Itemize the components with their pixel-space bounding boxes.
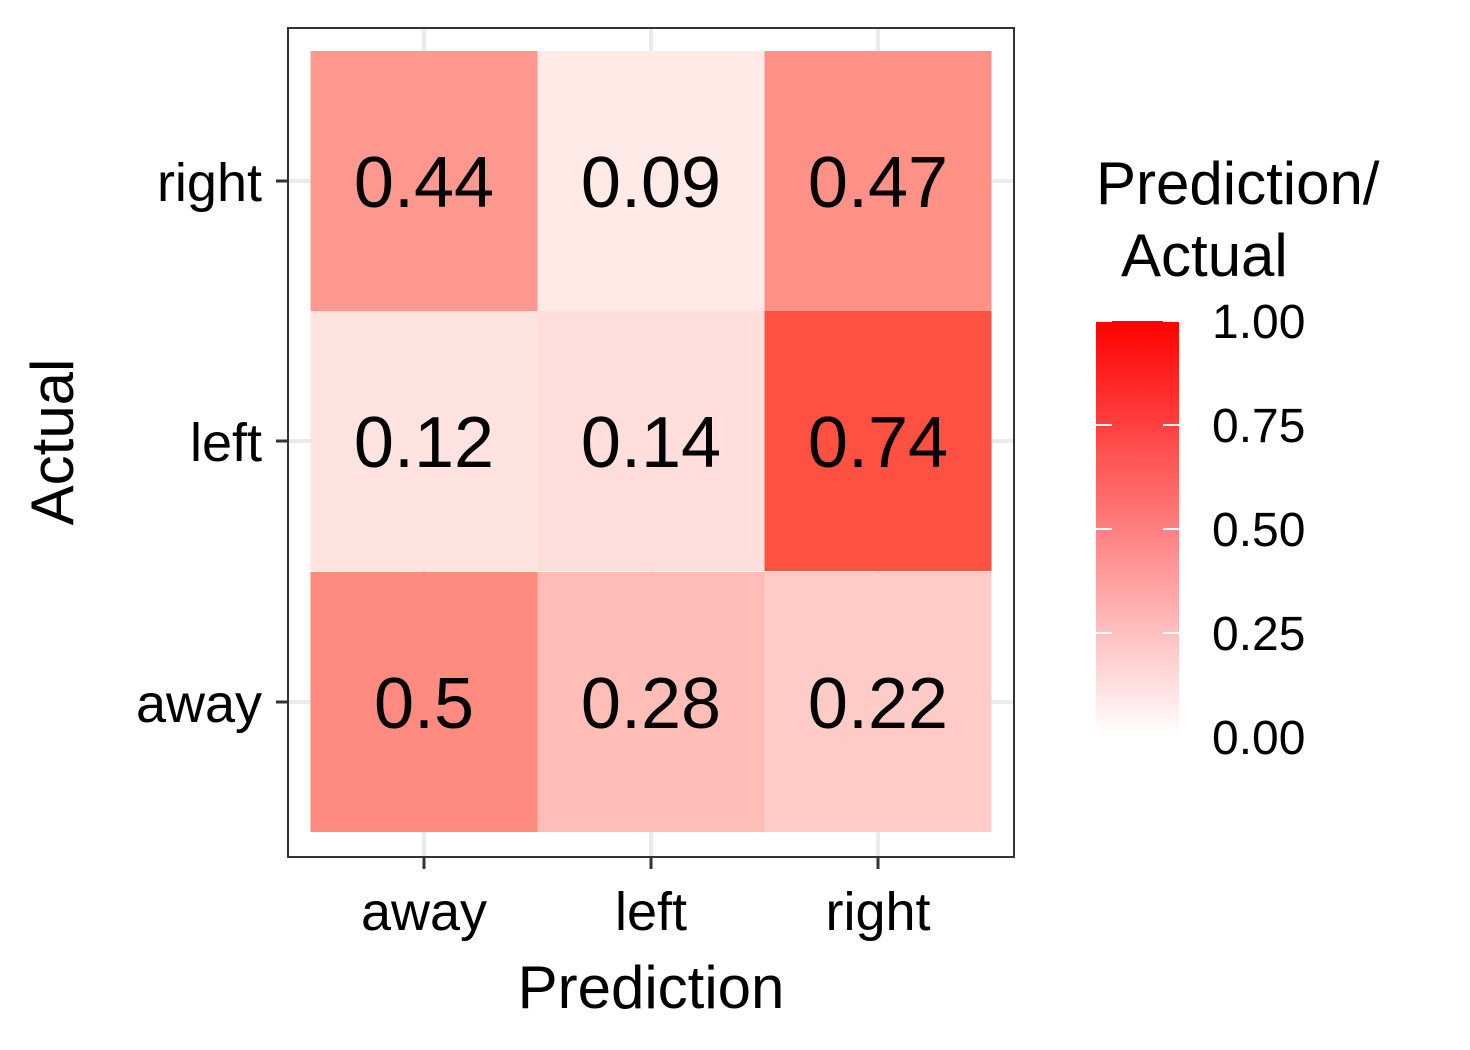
y-tick-label-away: away: [136, 674, 262, 734]
y-axis-title: Actual: [19, 359, 86, 526]
legend-title-line-2: Actual: [1121, 222, 1288, 289]
cell-away-away: [310, 572, 538, 832]
legend-tick-label-0: 0.00: [1212, 712, 1305, 765]
y-tick-label-left: left: [190, 413, 262, 473]
cell-label-left-left: 0.14: [581, 403, 721, 483]
cell-left-right: [764, 311, 992, 571]
cell-label-left-away: 0.12: [354, 403, 494, 483]
cell-right-left: [537, 51, 765, 311]
y-axis: away left right: [136, 153, 288, 734]
legend-tick-label-3: 0.75: [1212, 400, 1305, 453]
x-tick-label-right: right: [825, 882, 930, 942]
cell-away-left: [537, 572, 765, 832]
cell-left-left: [537, 311, 765, 571]
cell-left-away: [310, 311, 538, 571]
cell-label-right-left: 0.09: [581, 143, 721, 223]
cell-label-away-away: 0.5: [374, 664, 474, 744]
cell-away-right: [764, 572, 992, 832]
legend-tick-label-1: 0.25: [1212, 608, 1305, 661]
x-axis: away left right: [361, 857, 931, 942]
heatmap-cell-labels: 0.44 0.09 0.47 0.12 0.14 0.74 0.5 0.28 0.22: [354, 143, 948, 744]
color-legend: Prediction/ Actual 0.00 0.25 0.50 0.75 1.00: [1096, 150, 1380, 765]
cell-label-left-right: 0.74: [808, 403, 948, 483]
cell-label-right-right: 0.47: [808, 143, 948, 223]
heatmap-cells: [310, 51, 992, 832]
x-tick-label-away: away: [361, 882, 487, 942]
legend-ticks: 0.00 0.25 0.50 0.75 1.00: [1096, 296, 1305, 765]
cell-label-away-right: 0.22: [808, 664, 948, 744]
y-tick-label-right: right: [157, 153, 262, 213]
plot-panel: 0.44 0.09 0.47 0.12 0.14 0.74 0.5 0.28 0.22: [287, 27, 1015, 858]
legend-tick-label-2: 0.50: [1212, 504, 1305, 557]
cell-label-right-away: 0.44: [354, 143, 494, 223]
legend-tick-label-4: 1.00: [1212, 296, 1305, 349]
x-axis-title: Prediction: [518, 954, 785, 1021]
cell-right-right: [764, 51, 992, 311]
x-tick-label-left: left: [615, 882, 687, 942]
legend-title-line-1: Prediction/: [1096, 150, 1380, 217]
cell-label-away-left: 0.28: [581, 664, 721, 744]
cell-right-away: [310, 51, 538, 311]
